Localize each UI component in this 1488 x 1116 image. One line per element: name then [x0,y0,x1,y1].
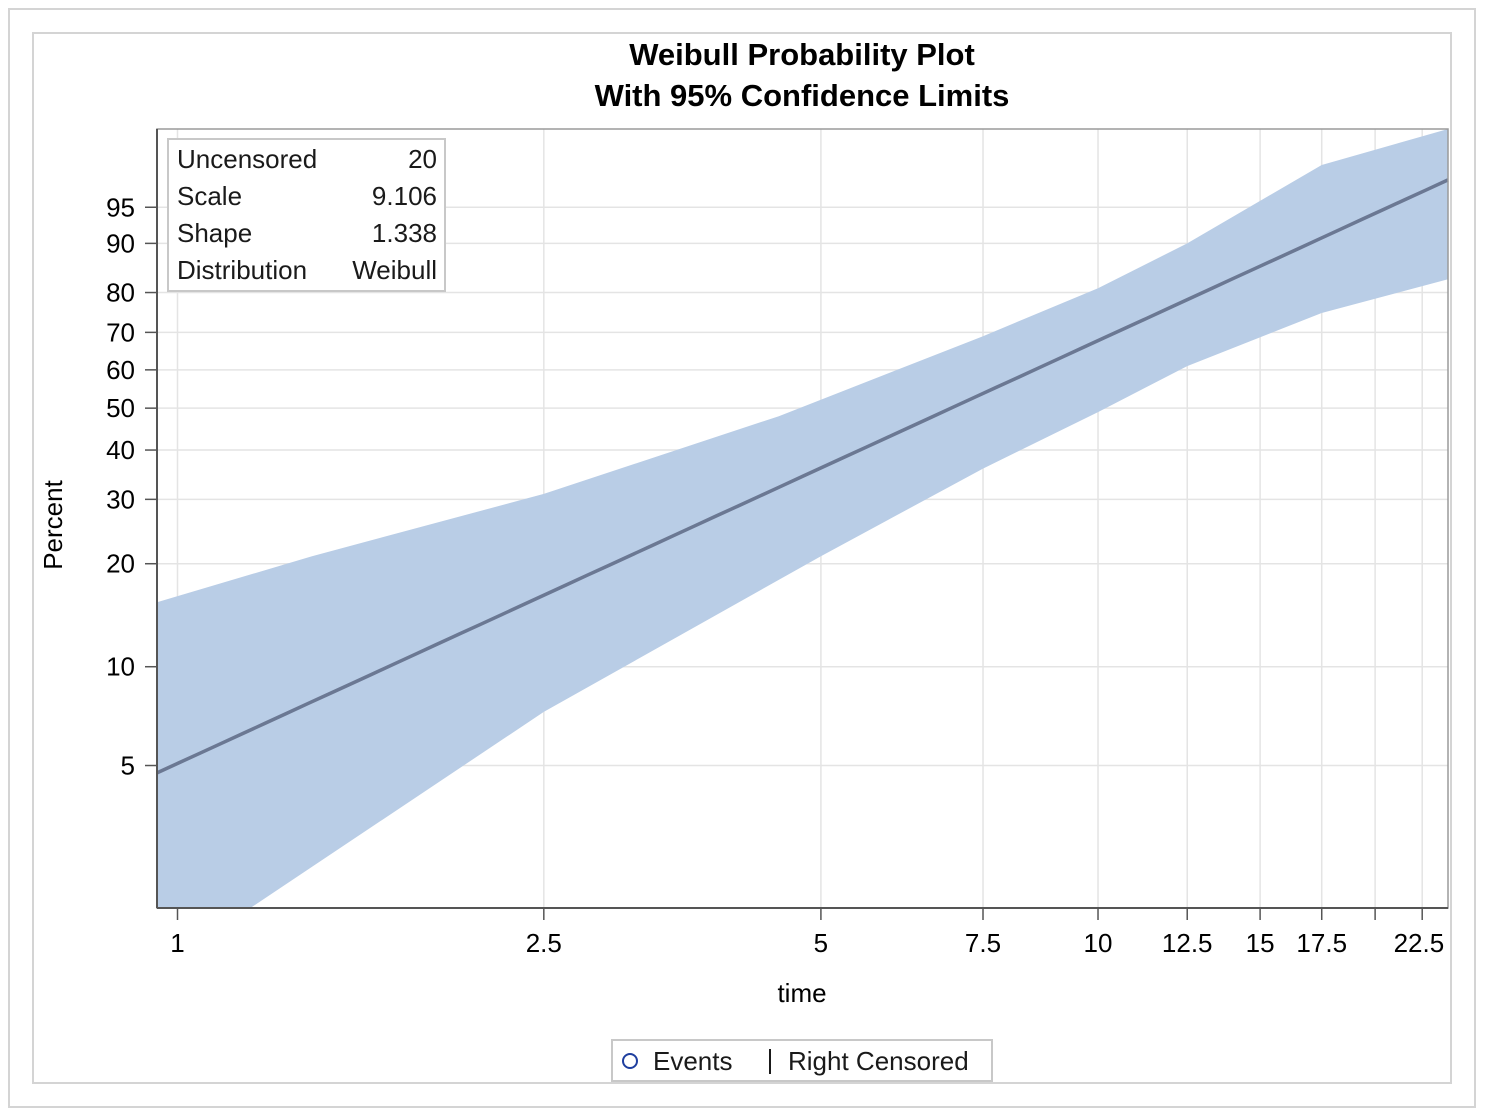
inset-value: 1.338 [372,218,437,248]
y-tick-label: 80 [106,278,135,308]
y-tick-label: 90 [106,228,135,258]
inset-value: 20 [408,144,437,174]
chart-title: Weibull Probability Plot [629,37,975,72]
graph-frame [32,32,1452,1084]
inset-label: Distribution [177,255,307,285]
x-tick-label: 12.5 [1162,928,1213,958]
chart-subtitle: With 95% Confidence Limits [595,78,1010,113]
inset-box [167,138,446,292]
legend-label-events: Events [653,1046,733,1076]
fitted-weibull-line [156,178,1449,775]
x-tick-label: 1 [170,928,184,958]
x-tick-label: 5 [814,928,828,958]
y-tick-label: 40 [106,435,135,465]
legend-label-right-censored: Right Censored [788,1046,969,1076]
y-tick-label: 10 [106,652,135,682]
x-tick-label: 22.5 [1394,928,1445,958]
y-tick-label: 50 [106,393,135,423]
y-tick-label: 5 [121,751,135,781]
legend: Events Right Censored [611,1039,993,1082]
x-tick-label: 10 [1084,928,1113,958]
inset-label: Uncensored [177,144,317,174]
inset-label: Shape [177,218,252,248]
inset-value: 9.106 [372,181,437,211]
inset-value: Weibull [352,255,437,285]
x-tick-label: 7.5 [965,928,1001,958]
y-tick-label: 95 [106,192,135,222]
inset-label: Scale [177,181,242,211]
y-tick-label: 30 [106,484,135,514]
y-tick-label: 20 [106,549,135,579]
y-axis-label: Percent [38,479,68,569]
statistics-inset: Uncensored 20 Scale 9.106 Shape 1.338 Distribu… [167,138,446,292]
events-marker-icon [622,1053,638,1069]
confidence-band [157,129,1448,908]
y-tick-label: 70 [106,317,135,347]
outer-frame [8,8,1476,1108]
x-tick-label: 15 [1246,928,1275,958]
y-tick-label: 60 [106,355,135,385]
x-axis-label: time [777,978,826,1008]
legend-box [611,1039,993,1082]
x-tick-label: 2.5 [526,928,562,958]
x-tick-label: 17.5 [1296,928,1347,958]
